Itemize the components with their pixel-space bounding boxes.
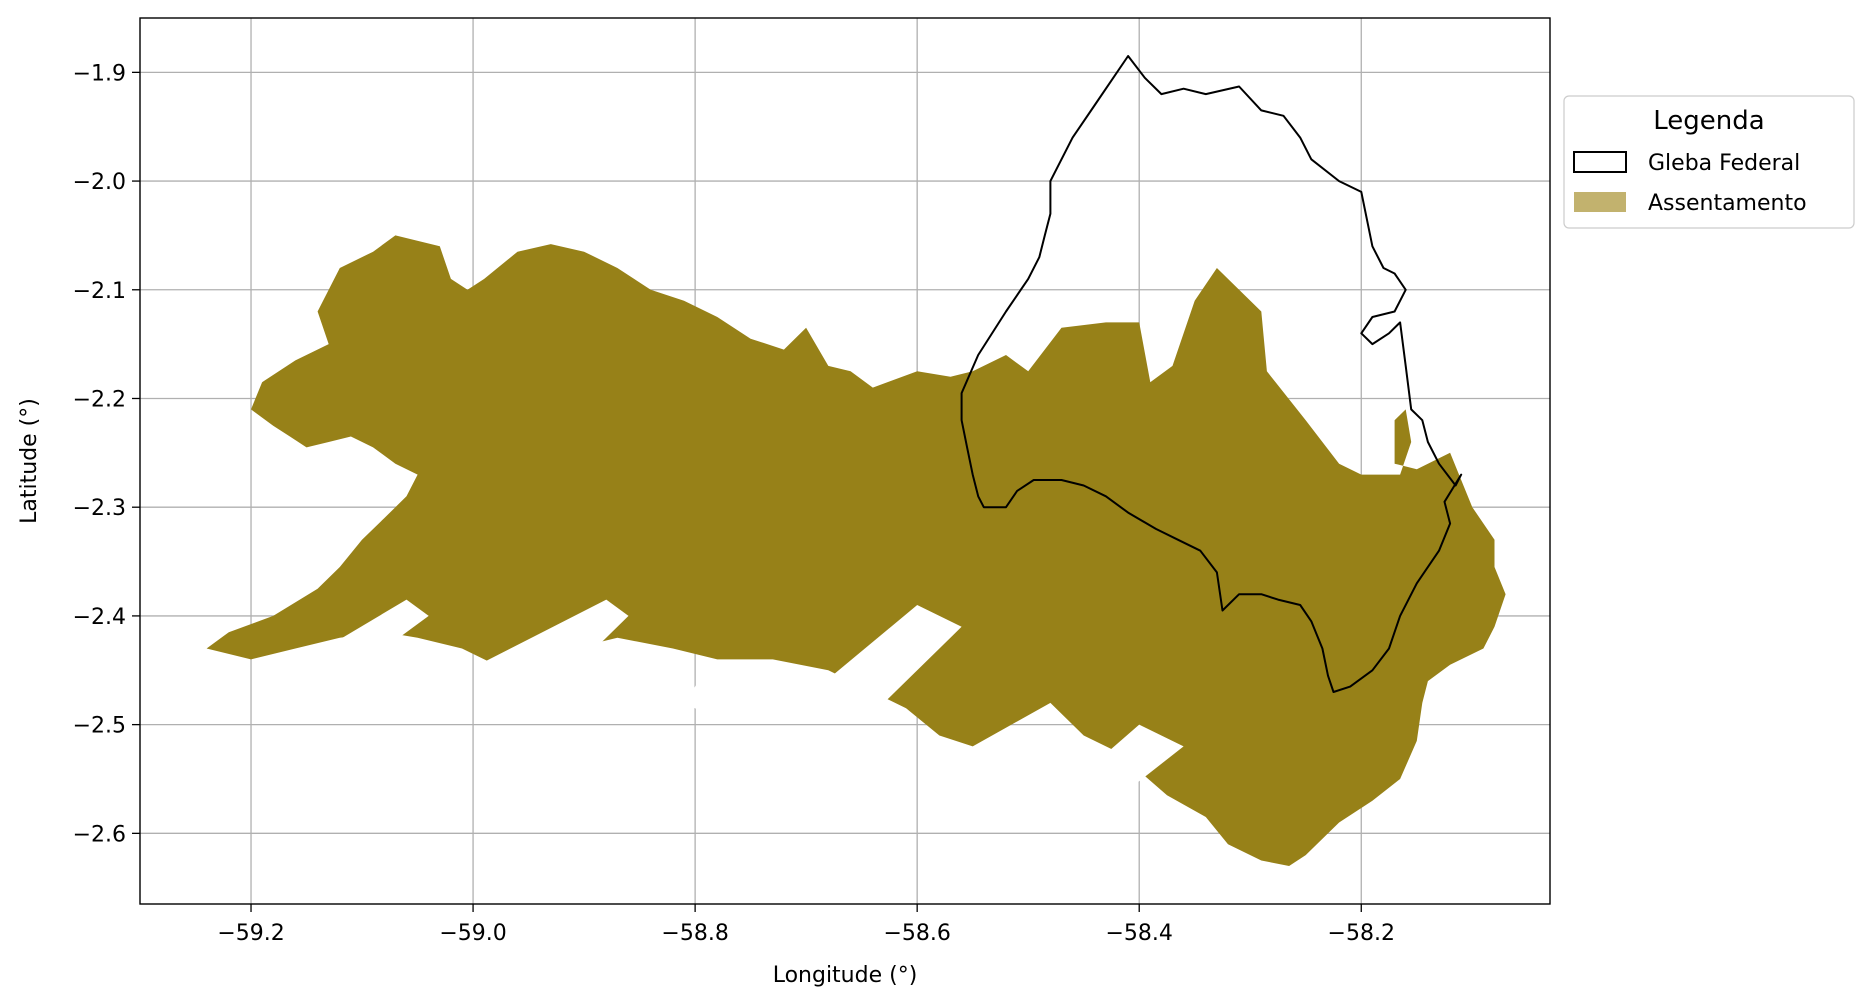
assentamento-gap — [1089, 724, 1184, 790]
y-tick-label: −2.1 — [73, 279, 126, 304]
y-tick-label: −2.4 — [73, 605, 126, 630]
assentamento-gap — [278, 599, 429, 692]
legend-swatch-assentamento — [1574, 192, 1626, 212]
y-axis-label: Latitude (°) — [17, 398, 42, 524]
legend-label-gleba: Gleba Federal — [1648, 151, 1800, 176]
y-tick-label: −2.6 — [73, 822, 126, 847]
y-tick-label: −2.5 — [73, 714, 126, 739]
x-tick-label: −58.8 — [661, 921, 728, 946]
assentamento-polygon — [206, 235, 1506, 866]
map-layers — [206, 55, 1506, 866]
legend-label-assentamento: Assentamento — [1648, 191, 1807, 216]
x-tick-label: −58.4 — [1106, 921, 1173, 946]
assentamento-gap — [806, 605, 962, 703]
plot-frame — [139, 17, 1551, 905]
x-tick-label: −59.0 — [439, 921, 506, 946]
y-tick-label: −2.3 — [73, 496, 126, 521]
x-tick-label: −59.2 — [217, 921, 284, 946]
axis-ticks: −59.2 −59.0 −58.8 −58.6 −58.4 −58.2 −1.9 −2.0 −2… — [73, 61, 1395, 946]
assentamento-gap — [684, 670, 740, 714]
x-axis-label: Longitude (°) — [773, 963, 918, 988]
y-tick-label: −2.0 — [73, 170, 126, 195]
gleba-federal-outline — [960, 55, 1463, 693]
x-tick-label: −58.2 — [1328, 921, 1395, 946]
y-tick-label: −2.2 — [73, 387, 126, 412]
x-tick-label: −58.6 — [883, 921, 950, 946]
legend-swatch-gleba — [1573, 151, 1627, 173]
y-tick-label: −1.9 — [73, 61, 126, 86]
legend: Legenda Gleba Federal Assentamento — [1563, 95, 1855, 229]
assentamento-gap — [478, 599, 629, 671]
legend-box — [1563, 95, 1855, 229]
legend-title: Legenda — [1653, 106, 1764, 136]
